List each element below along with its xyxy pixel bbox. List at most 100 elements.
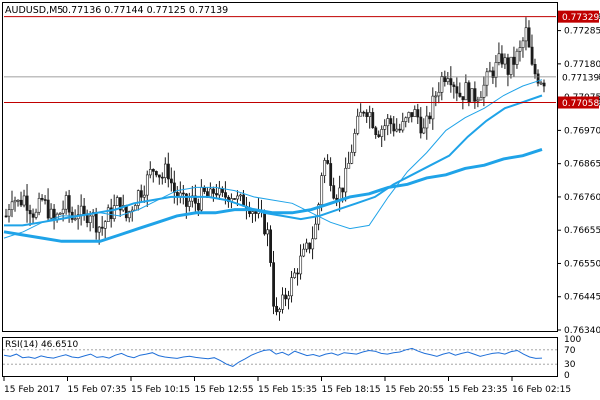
candle-body — [37, 198, 41, 213]
candle-body — [142, 194, 146, 198]
candle-body — [302, 248, 306, 257]
candle-body — [398, 128, 402, 131]
price-tick-label: 0.77285 — [564, 27, 600, 37]
candle-body — [440, 76, 444, 93]
candle-body — [151, 169, 155, 172]
candle-body — [485, 71, 489, 86]
resistance-price-tag: 0.77329 — [562, 13, 599, 23]
rsi-level-label: 100 — [564, 335, 581, 345]
candle-body — [482, 84, 486, 98]
candle-body — [476, 99, 480, 102]
support-price-tag: 0.77058 — [562, 99, 599, 109]
candle-body — [524, 27, 528, 42]
price-tick-label: 0.76655 — [564, 226, 600, 236]
candle-body — [139, 190, 143, 198]
candle-body — [281, 294, 285, 310]
candle-body — [446, 78, 450, 83]
candle-body — [515, 50, 519, 65]
candle-body — [536, 73, 540, 84]
candle-body — [431, 95, 435, 120]
candle-body — [344, 167, 348, 193]
time-tick-label: 15 Feb 10:15 — [131, 385, 190, 395]
candle-body — [539, 82, 543, 85]
support-price-tag-bg — [558, 96, 599, 109]
candle-body — [365, 112, 369, 117]
candle-body — [58, 212, 62, 215]
price-tick-label: 0.76550 — [564, 259, 600, 269]
candle-body — [404, 117, 408, 122]
candle-body — [145, 174, 149, 196]
candle-body — [22, 195, 26, 206]
price-tick-label: 0.76340 — [564, 326, 600, 336]
time-axis: 15 Feb 2017 15 Feb 07:35 15 Feb 10:15 15 Fe… — [3, 377, 571, 395]
candle-body — [31, 213, 35, 218]
candle-body — [443, 76, 447, 83]
candle-body — [284, 294, 288, 300]
candle-body — [266, 229, 269, 235]
candle-body — [299, 255, 303, 275]
rsi-label: RSI(14) 46.6510 — [5, 340, 78, 350]
candle-body — [413, 109, 417, 117]
ma-mid-line — [4, 94, 543, 227]
candle-body — [401, 121, 405, 131]
candle-body — [314, 223, 318, 240]
candle-body — [49, 208, 53, 219]
candle-body — [350, 152, 354, 164]
candle-body — [251, 211, 254, 214]
rsi-level-label: 30 — [564, 360, 576, 370]
candle-body — [371, 112, 375, 129]
candle-body — [10, 201, 14, 210]
time-tick-label: 15 Feb 12:55 — [195, 385, 254, 395]
candle-body — [473, 88, 477, 102]
candle-body — [73, 218, 77, 221]
candle-body — [194, 195, 197, 204]
rsi-level-label: 70 — [564, 346, 576, 356]
candle-body — [82, 205, 86, 215]
candle-body — [380, 129, 384, 137]
candle-body — [326, 160, 330, 164]
price-tick-label: 0.76865 — [564, 160, 600, 170]
time-tick-label: 15 Feb 18:15 — [322, 385, 381, 395]
candle-body — [308, 242, 312, 250]
candle-body — [509, 56, 513, 75]
candle-body — [452, 84, 456, 87]
candle-body — [500, 53, 504, 65]
candle-body — [332, 185, 336, 199]
candle-body — [236, 195, 239, 200]
ma-slow-line — [3, 147, 543, 243]
candle-body — [383, 125, 387, 130]
candle-body — [163, 163, 167, 178]
candle-body — [88, 215, 92, 223]
candle-body — [4, 215, 8, 218]
candles-layer — [4, 17, 546, 321]
candle-body — [97, 226, 101, 233]
candle-body — [224, 192, 227, 198]
candle-body — [239, 194, 242, 197]
candle-body — [488, 70, 492, 73]
price-tick-label: 0.76760 — [564, 193, 600, 203]
time-tick-label: 15 Feb 23:35 — [449, 385, 508, 395]
candle-body — [347, 163, 351, 169]
candle-body — [233, 198, 236, 200]
candle-body — [7, 209, 11, 217]
candle-body — [182, 192, 185, 195]
candle-body — [115, 197, 119, 206]
candle-body — [64, 195, 68, 210]
candle-body — [127, 211, 131, 219]
ohlc-readout: 0.77136 0.77144 0.77125 0.77139 — [62, 5, 228, 16]
candle-body — [377, 134, 381, 137]
candle-body — [43, 199, 47, 201]
candle-body — [34, 211, 38, 218]
candle-body — [263, 211, 266, 235]
candle-body — [374, 127, 378, 135]
candle-body — [179, 192, 182, 197]
candle-body — [461, 96, 465, 101]
candle-body — [67, 195, 71, 213]
candle-body — [275, 305, 279, 313]
candle-body — [61, 208, 65, 214]
candle-body — [527, 27, 531, 48]
candle-body — [416, 109, 420, 118]
